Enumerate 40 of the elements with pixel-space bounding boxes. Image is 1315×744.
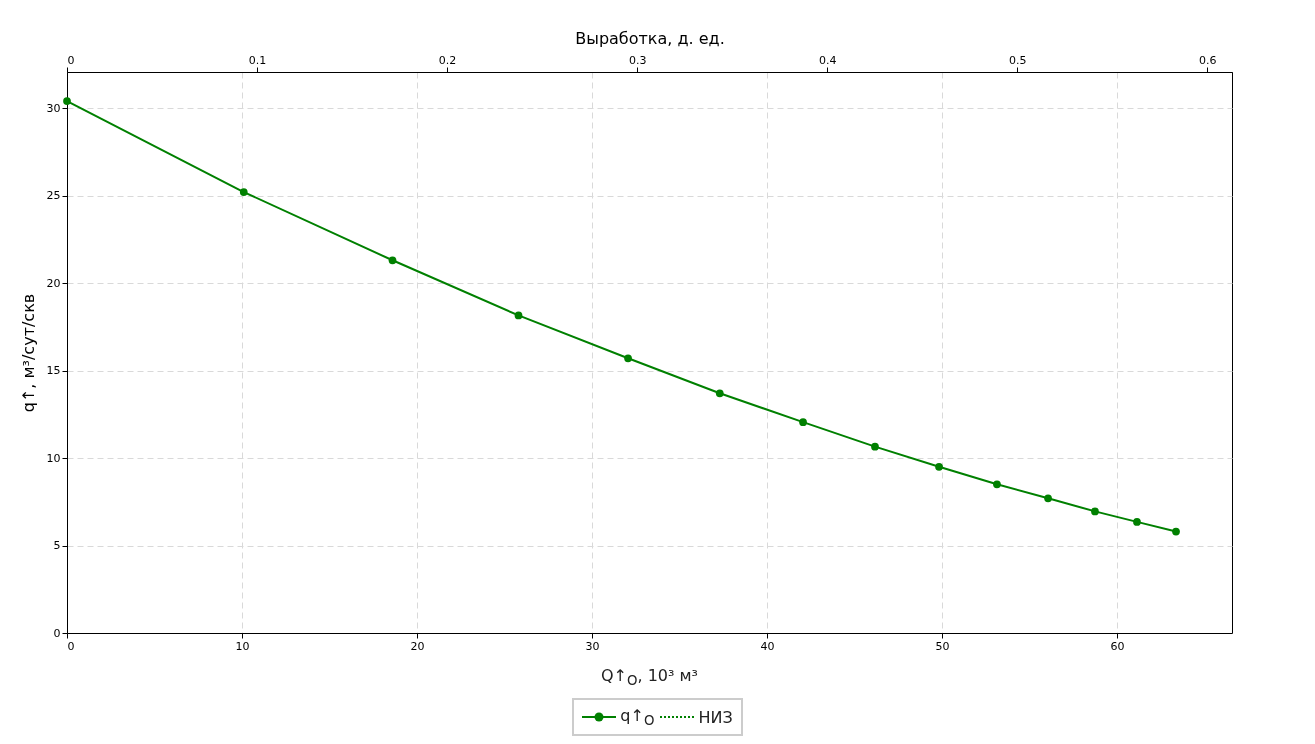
legend-label: НИЗ	[698, 707, 733, 727]
x2-axis-title: Выработка, д. ед.	[575, 28, 725, 48]
x-tick-label: 50	[935, 639, 950, 653]
point	[715, 389, 724, 398]
y-tick-label: 25	[46, 189, 61, 203]
x2-tick-label: 0.2	[438, 53, 457, 67]
x-tick-label: 40	[760, 639, 775, 653]
point	[1172, 527, 1180, 536]
point	[1133, 518, 1141, 526]
legend-label: q↑$_{O}$	[620, 706, 655, 729]
x2-tick-label: 0	[67, 53, 75, 67]
x2-tick-label: 0.4	[818, 53, 837, 67]
x2-tick-label: 0.5	[1008, 53, 1027, 67]
point	[799, 418, 807, 427]
x-axis-title: Q↑$_{O}$, 10³ м³	[600, 666, 699, 689]
y-tick-label: 10	[46, 451, 61, 465]
point	[624, 354, 632, 363]
y-tick-label: 30	[46, 101, 61, 115]
x-tick-label: 30	[585, 639, 600, 653]
x2-tick-label: 0.1	[248, 53, 267, 67]
point	[1044, 494, 1052, 503]
y-tick-label: 15	[46, 364, 61, 378]
point	[388, 256, 397, 265]
point	[63, 97, 71, 105]
point	[935, 462, 943, 471]
point	[993, 480, 1001, 489]
point	[239, 188, 248, 196]
y-tick-label: 5	[53, 539, 61, 553]
x2-tick-label: 0.3	[628, 53, 647, 67]
x2-tick-label: 0.6	[1199, 53, 1217, 67]
point	[871, 442, 879, 451]
y-axis-title: q↑, м³/сут/скв	[18, 293, 38, 413]
x-tick-label: 20	[410, 639, 425, 653]
y-tick-label: 0	[53, 626, 61, 640]
y-tick-label: 20	[46, 276, 61, 290]
point	[1091, 507, 1099, 516]
x-tick-label: 10	[235, 639, 250, 653]
x-tick-label: 60	[1110, 639, 1125, 653]
x-tick-label: 0	[67, 639, 75, 653]
point	[514, 311, 523, 320]
